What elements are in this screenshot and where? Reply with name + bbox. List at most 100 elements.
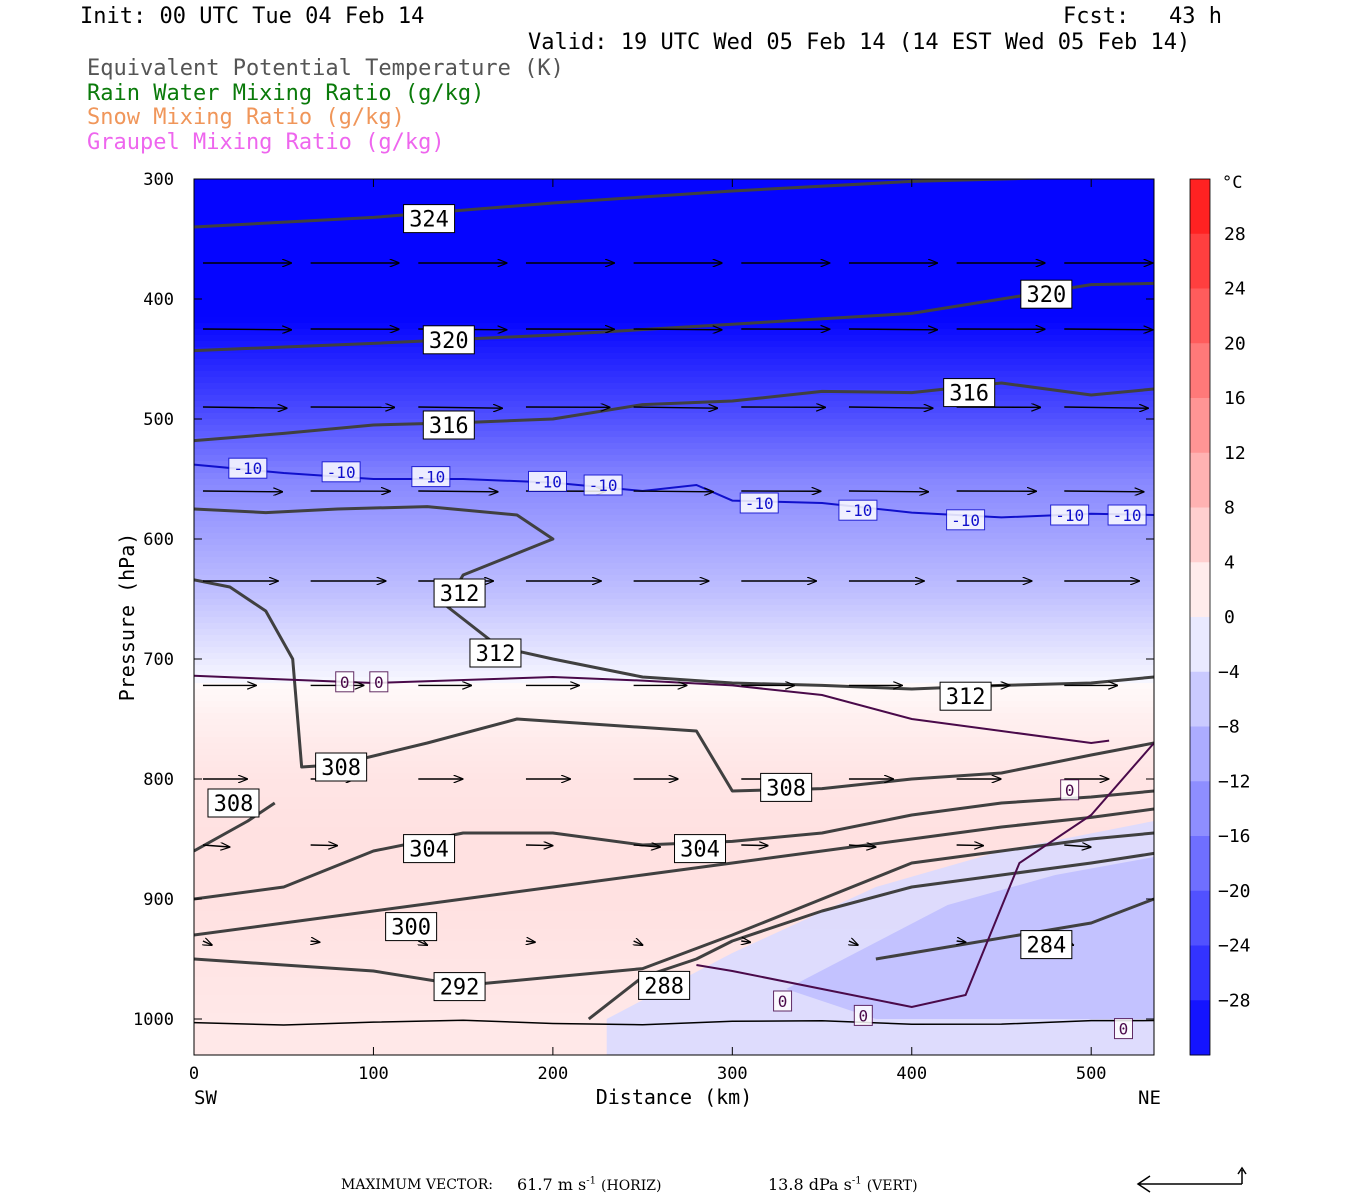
temp-band xyxy=(194,785,1154,792)
temp-band xyxy=(194,941,1154,948)
colorbar-step xyxy=(1190,179,1210,235)
wind-vector xyxy=(633,845,660,847)
legend-theta-e: Equivalent Potential Temperature (K) xyxy=(87,56,564,81)
temp-band xyxy=(194,923,1154,930)
temp-band xyxy=(194,623,1154,630)
temp-band xyxy=(194,215,1154,222)
colorbar-label: −28 xyxy=(1218,990,1251,1011)
temp-band xyxy=(194,395,1154,402)
label-box xyxy=(335,671,355,693)
theta-e-label: 308 xyxy=(315,752,368,782)
temp-band xyxy=(194,431,1154,438)
colorbar-step xyxy=(1190,1000,1210,1056)
temperature-field xyxy=(194,179,1154,1055)
temp-band xyxy=(194,803,1154,810)
wind-vector xyxy=(848,407,933,408)
temp-band xyxy=(194,911,1154,918)
temp-band xyxy=(194,251,1154,258)
wind-vector xyxy=(956,845,983,846)
label-text: -10 xyxy=(1055,506,1084,525)
cold-core xyxy=(786,857,1154,1019)
temp-band xyxy=(194,641,1154,648)
max-vector-vert: 13.8 dPa s-1 (VERT) xyxy=(768,1175,918,1194)
label-text: 308 xyxy=(214,792,254,817)
wind-vector xyxy=(1064,491,1143,492)
colorbar-label: −4 xyxy=(1218,662,1240,683)
temp-band xyxy=(194,413,1154,420)
label-text: 304 xyxy=(409,838,449,863)
label-text: 0 xyxy=(1119,1020,1129,1039)
isotherm-label: -10 xyxy=(411,466,451,488)
temp-band xyxy=(194,899,1154,906)
label-text: 304 xyxy=(680,838,720,863)
label-text: 0 xyxy=(374,673,384,692)
label-text: 0 xyxy=(778,992,788,1011)
temp-band xyxy=(194,461,1154,468)
label-text: -10 xyxy=(533,472,562,491)
temp-band xyxy=(194,539,1154,546)
theta-e-label: 308 xyxy=(207,788,260,818)
temp-band xyxy=(194,791,1154,798)
temp-band xyxy=(194,557,1154,564)
temp-band xyxy=(194,563,1154,570)
isotherm-contours xyxy=(194,463,1154,1009)
colorbar-label: 16 xyxy=(1224,388,1246,409)
y-tick-label: 300 xyxy=(143,170,174,190)
max-vector-horiz: 61.7 m s-1 (HORIZ) xyxy=(517,1175,662,1194)
colorbar-step xyxy=(1190,781,1210,837)
label-box xyxy=(1050,504,1090,526)
temp-band xyxy=(194,797,1154,804)
isotherm-label: -10 xyxy=(583,474,623,496)
theta-e-label: 320 xyxy=(422,325,475,355)
temp-band xyxy=(194,347,1154,354)
temp-band xyxy=(194,425,1154,432)
x-tick-label: 0 xyxy=(189,1064,199,1084)
colorbar-step xyxy=(1190,507,1210,563)
isotherm-label: -10 xyxy=(946,509,986,531)
isotherm-label: -10 xyxy=(228,457,268,479)
colorbar-label: 12 xyxy=(1224,443,1246,464)
colorbar-unit: °C xyxy=(1222,173,1242,193)
wind-vector xyxy=(526,941,535,942)
theta-e-contour-284 xyxy=(875,897,1154,961)
label-box xyxy=(674,834,727,864)
isotherm-0 xyxy=(194,674,1110,745)
colorbar-step xyxy=(1190,945,1210,1001)
theta-e-label: 316 xyxy=(943,378,996,408)
temp-band xyxy=(194,455,1154,462)
temp-band xyxy=(194,599,1154,606)
wind-vector xyxy=(1064,407,1148,408)
x-right-end-label: NE xyxy=(1138,1087,1161,1109)
y-tick-label: 1000 xyxy=(133,1010,174,1030)
wind-vector xyxy=(848,845,875,847)
temp-band xyxy=(194,569,1154,576)
temp-band xyxy=(194,719,1154,726)
temp-band xyxy=(194,695,1154,702)
temp-band xyxy=(194,893,1154,900)
isotherm-label: -10 xyxy=(1107,504,1147,526)
label-text: -10 xyxy=(1113,506,1142,525)
label-box xyxy=(385,912,438,942)
colorbar-step xyxy=(1190,671,1210,727)
colorbar-label: −12 xyxy=(1218,771,1251,792)
temp-band xyxy=(194,665,1154,672)
label-box xyxy=(433,972,486,1002)
temp-band xyxy=(194,617,1154,624)
label-text: -10 xyxy=(416,468,445,487)
wind-vector xyxy=(202,845,229,847)
temp-band xyxy=(194,329,1154,336)
label-text: -10 xyxy=(745,494,774,513)
wind-vector xyxy=(634,941,643,945)
label-text: 0 xyxy=(340,673,350,692)
label-box xyxy=(838,499,878,521)
forecast-hour: Fcst: 43 h xyxy=(1063,4,1222,29)
theta-e-contour-316 xyxy=(194,381,1154,443)
label-box xyxy=(321,461,361,483)
temp-band xyxy=(194,671,1154,678)
temp-band xyxy=(194,287,1154,294)
temp-band xyxy=(194,881,1154,888)
temp-band xyxy=(194,497,1154,504)
temp-band xyxy=(194,593,1154,600)
temp-band xyxy=(194,527,1154,534)
theta-e-label: 324 xyxy=(403,204,456,234)
